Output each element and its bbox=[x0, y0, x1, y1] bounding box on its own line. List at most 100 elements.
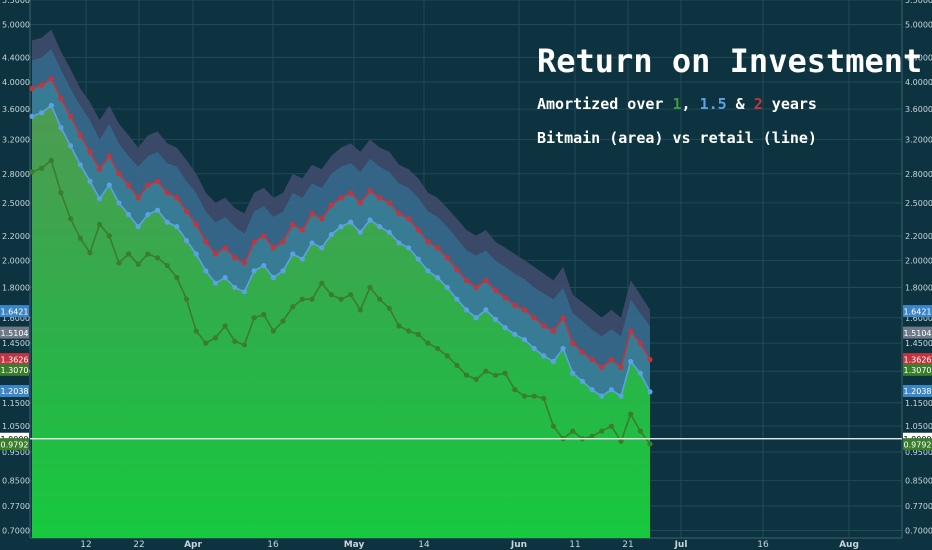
line-2-years-point bbox=[328, 202, 334, 208]
line-1-year-point bbox=[396, 323, 402, 329]
y-tick-label-right: 0.9500 bbox=[905, 448, 932, 457]
line-1-year-point bbox=[212, 335, 219, 341]
line-1-year-point bbox=[164, 262, 170, 269]
x-tick-label: 16 bbox=[267, 540, 279, 550]
line-1-year-point bbox=[541, 395, 547, 401]
line-2-years-point bbox=[251, 239, 257, 245]
line-2-years-point bbox=[618, 364, 624, 370]
line-2-years-point bbox=[270, 245, 277, 251]
line-1-5-years-point bbox=[338, 224, 344, 230]
line-2-years-point bbox=[280, 239, 286, 245]
area-band-mid bbox=[32, 48, 650, 368]
line-1-5-years-point bbox=[58, 124, 64, 131]
badge-left bbox=[0, 385, 29, 398]
line-1-5-years-point bbox=[483, 307, 489, 313]
line-1-year-point bbox=[502, 370, 508, 376]
line-1-5-years-point bbox=[357, 229, 363, 235]
y-tick-label-left: 1.1500 bbox=[2, 399, 30, 408]
y-tick-label-right: 1.1500 bbox=[905, 399, 932, 408]
line-1-5-years-point bbox=[241, 289, 248, 295]
line-1-year-point bbox=[183, 296, 190, 302]
y-tick-label-left: 3.6000 bbox=[2, 105, 30, 114]
line-2-years-point bbox=[647, 357, 653, 363]
line-1-year-point bbox=[39, 165, 45, 171]
line-2-years-point bbox=[299, 227, 305, 233]
y-tick-label-right: 1.0500 bbox=[905, 422, 932, 431]
line-1-year-point bbox=[270, 328, 277, 334]
line-2-years-point bbox=[396, 210, 402, 217]
chart-legend-text: Bitmain (area) vs retail (line) bbox=[537, 129, 817, 148]
x-tick-label: Apr bbox=[184, 540, 202, 550]
line-1-5-years-point bbox=[48, 102, 54, 109]
line-2-years-point bbox=[502, 295, 508, 301]
line-1-year-point bbox=[328, 292, 334, 298]
line-1-year-point bbox=[405, 328, 412, 334]
line-1-5-years-point bbox=[125, 211, 132, 218]
last-value-badges: 1.6421 1.6421 1.5104 1.5104 1.3626 1.3626 1.30… bbox=[0, 305, 932, 451]
badge-label-right: 0.9792 bbox=[904, 440, 932, 449]
line-2-years-point bbox=[174, 195, 180, 201]
y-tick-label-left: 1.0500 bbox=[2, 422, 30, 431]
y-tick-label-left: 4.0000 bbox=[2, 78, 30, 87]
line-1-year-point bbox=[570, 428, 576, 434]
line-1-year-point bbox=[338, 296, 344, 302]
line-1-year-point bbox=[241, 342, 248, 348]
badge-right bbox=[903, 363, 932, 376]
line-1-year-point bbox=[618, 438, 624, 444]
line-1-5-years-point bbox=[154, 207, 161, 213]
line-1-5-years-point bbox=[299, 256, 305, 262]
line-1-year-point bbox=[589, 433, 595, 439]
line-1-year-point bbox=[222, 323, 228, 329]
line-1-5-years-point bbox=[579, 378, 586, 384]
line-2-years-point bbox=[512, 302, 518, 308]
line-1-5-years-point bbox=[541, 353, 547, 359]
y-tick-label-left: 2.0000 bbox=[2, 256, 30, 265]
line-1-year-point bbox=[193, 328, 199, 334]
subtitle-sep-2: & bbox=[726, 95, 754, 114]
line-2-years-point bbox=[425, 239, 431, 245]
line-1-5-years-point bbox=[405, 245, 412, 251]
line-1-5-years-point bbox=[463, 307, 470, 313]
line-2-years-point bbox=[68, 113, 74, 119]
y-tick-label-right: 2.5000 bbox=[905, 199, 932, 208]
line-2-years-point bbox=[377, 195, 383, 201]
line-2-years-point bbox=[241, 260, 248, 266]
x-tick-label: 22 bbox=[133, 540, 144, 550]
badge-right bbox=[903, 353, 932, 366]
line-1-year-point bbox=[299, 296, 305, 302]
line-1-5-years-point bbox=[454, 296, 460, 302]
line-1-5-years-point bbox=[367, 217, 373, 223]
line-2-years-point bbox=[386, 200, 392, 206]
y-tick-label-right: 2.8000 bbox=[905, 170, 932, 179]
line-1-5-years-point bbox=[232, 284, 238, 291]
y-tick-label-right: 1.6000 bbox=[905, 314, 932, 323]
badge-left bbox=[0, 363, 29, 376]
line-1-5-years-point bbox=[589, 387, 595, 393]
line-2-years-point bbox=[193, 221, 199, 227]
line-2-years-point bbox=[116, 171, 122, 177]
badge-label-left: 1.3070 bbox=[1, 366, 29, 375]
line-2-years-point bbox=[599, 364, 605, 370]
line-1-5-years-point bbox=[608, 387, 614, 393]
line-1-5-years-point bbox=[647, 389, 653, 395]
y-tick-label-left: 0.7700 bbox=[2, 502, 30, 511]
line-2-years-point bbox=[367, 188, 373, 194]
line-1-5-years-point bbox=[492, 316, 499, 322]
y-tick-label-right: 0.7000 bbox=[905, 527, 932, 536]
line-1-year-point bbox=[280, 318, 286, 324]
line-1-5-years-point bbox=[521, 336, 528, 343]
line-1-5-years-point bbox=[96, 196, 103, 202]
line-2-years-point bbox=[492, 287, 499, 293]
line-1-year-point bbox=[521, 393, 528, 399]
line-2-years-point bbox=[135, 195, 141, 201]
line-1-year-point bbox=[550, 423, 557, 429]
line-1-5-years-point bbox=[193, 251, 199, 257]
line-1-year-point bbox=[599, 428, 605, 434]
line-1-year-point bbox=[174, 275, 180, 281]
line-2-years-point bbox=[77, 132, 83, 138]
badge-label-left: 1.3626 bbox=[1, 355, 29, 364]
line-1-year-point bbox=[319, 280, 325, 286]
line-2-years-point bbox=[232, 255, 238, 261]
line-2-years-point bbox=[183, 208, 190, 214]
area-band-low bbox=[32, 78, 650, 397]
